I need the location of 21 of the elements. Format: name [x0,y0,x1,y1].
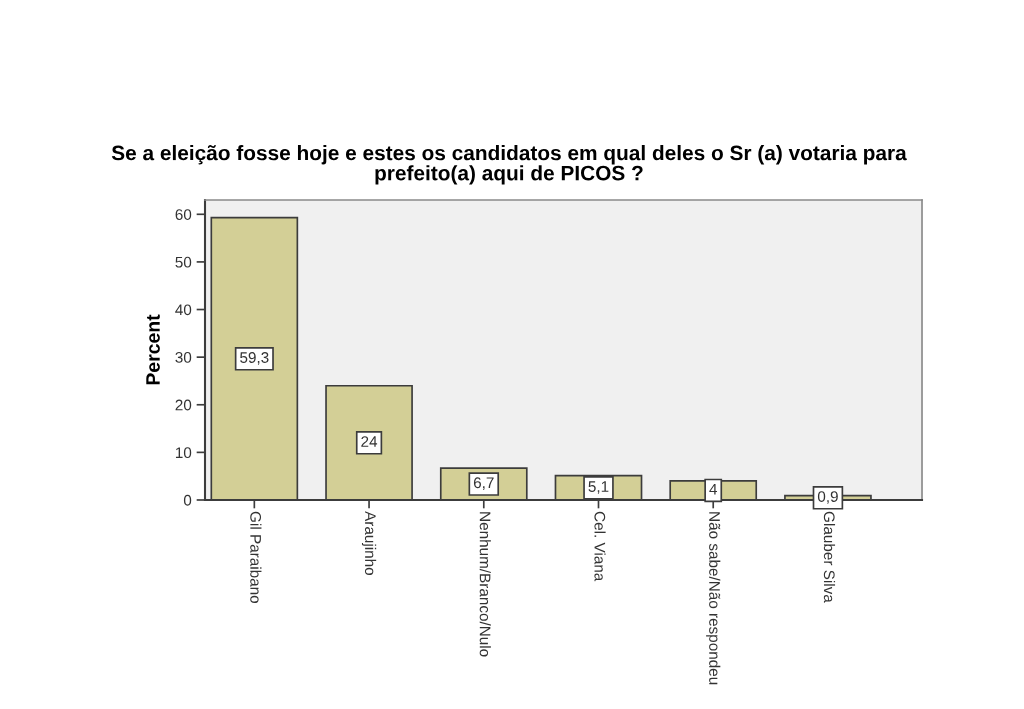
y-tick-label: 20 [175,399,192,411]
data-label: 4 [709,483,718,495]
x-tick-label: Gil Paraibano [250,511,262,604]
y-tick-label: 10 [175,447,192,459]
x-tick-label: Araujinho [361,511,377,576]
data-label: 59,3 [240,352,269,365]
y-tick-label: 60 [175,209,192,220]
y-tick-label: 30 [175,352,192,363]
x-tick-label: Cel. Viana [594,511,606,582]
y-tick-label: 50 [175,256,192,268]
data-label: 24 [361,436,378,447]
y-tick-label: 0 [183,494,192,506]
data-label: 5,1 [588,481,609,494]
x-tick-label: Glauber Silva [823,511,836,603]
x-tick-label: Nenhum/Branco/Nulo [479,512,491,657]
data-label: 0,9 [817,491,838,504]
x-tick-label: Não sabe/Não respondeu [706,512,721,685]
chart-title: Se a eleição fosse hoje e estes os candidatos em qual deles o Sr (a) votaria para prefeito(a) aqui de PICOS ? [111,145,907,185]
y-axis-title: Percent [146,314,160,385]
data-label: 6,7 [473,477,494,490]
y-tick-label: 40 [175,304,192,316]
